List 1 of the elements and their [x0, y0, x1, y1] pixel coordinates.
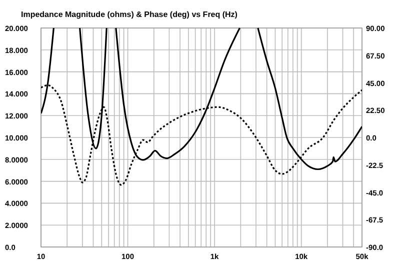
chart-title: Impedance Magnitude (ohms) & Phase (deg) vs Freq (Hz)	[21, 10, 238, 19]
